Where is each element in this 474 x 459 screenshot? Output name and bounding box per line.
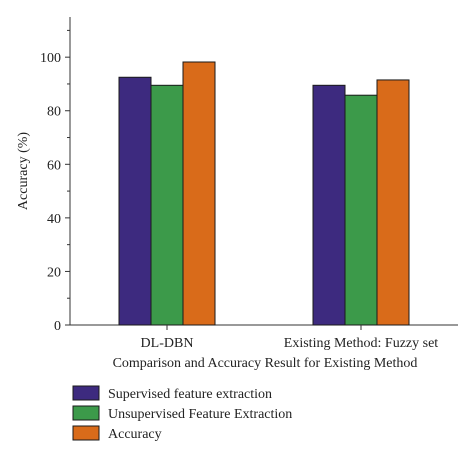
y-tick-label: 80 [47, 105, 61, 120]
bar [150, 84, 184, 326]
plot-area: 0 20 40 60 80 100 DL-DBN Existing Method: Fuzzy… [40, 17, 458, 351]
bar [344, 94, 378, 326]
bar [312, 84, 346, 326]
legend-swatch [72, 405, 100, 421]
y-tick-label: 20 [47, 265, 61, 280]
x-tick-label: DL-DBN [141, 336, 194, 351]
legend-label: Accuracy [108, 427, 162, 442]
bar [182, 61, 216, 326]
x-tick-label: Existing Method: Fuzzy set [284, 336, 438, 351]
bar [118, 76, 152, 326]
legend-label: Unsupervised Feature Extraction [108, 407, 292, 422]
y-tick-label: 0 [54, 319, 61, 334]
y-tick-label: 100 [40, 51, 61, 66]
legend: Supervised feature extraction Unsupervise… [72, 385, 292, 442]
legend-swatch [72, 385, 100, 401]
x-axis-title: Comparison and Accuracy Result for Exist… [113, 356, 418, 371]
legend-swatch [72, 425, 100, 441]
y-axis-title: Accuracy (%) [16, 132, 31, 210]
legend-label: Supervised feature extraction [108, 387, 272, 402]
y-tick-label: 60 [47, 158, 61, 173]
bar [376, 79, 410, 326]
y-tick-label: 40 [47, 212, 61, 227]
